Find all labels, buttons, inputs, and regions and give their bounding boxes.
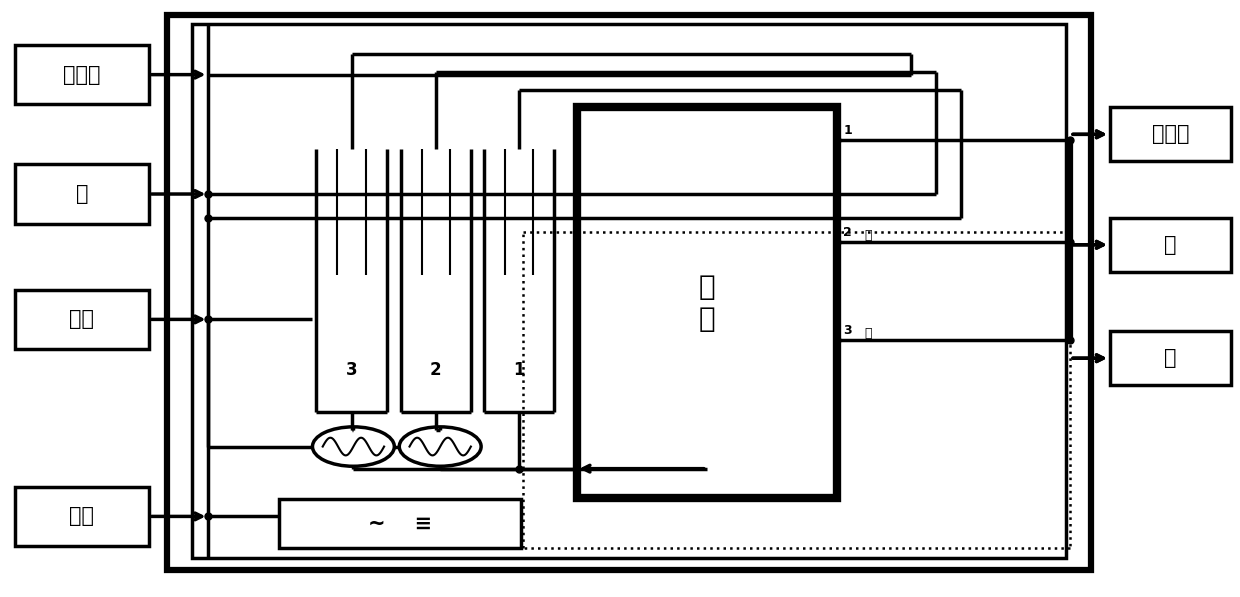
Bar xyxy=(192,24,1066,558)
Bar xyxy=(15,487,149,546)
Text: 酸: 酸 xyxy=(1164,235,1177,255)
Text: 水: 水 xyxy=(76,184,88,204)
Text: 3: 3 xyxy=(346,361,357,379)
Text: 2: 2 xyxy=(430,361,441,379)
Bar xyxy=(577,107,837,498)
Bar xyxy=(1110,331,1231,385)
Bar xyxy=(1110,218,1231,272)
Bar xyxy=(167,15,1091,570)
Text: ~    ≡: ~ ≡ xyxy=(368,513,432,534)
Bar xyxy=(15,164,149,224)
Text: 碱: 碱 xyxy=(864,327,872,340)
Text: 2: 2 xyxy=(843,226,852,239)
Text: 酸: 酸 xyxy=(864,229,872,242)
Text: 1: 1 xyxy=(843,124,852,137)
Bar xyxy=(15,45,149,104)
Text: 膜
堆: 膜 堆 xyxy=(698,273,715,333)
Text: 碱: 碱 xyxy=(1164,348,1177,368)
Text: 盐溶液: 盐溶液 xyxy=(63,64,100,85)
Text: 3: 3 xyxy=(843,324,852,337)
Text: 淡化水: 淡化水 xyxy=(1152,124,1189,144)
Bar xyxy=(15,290,149,349)
Text: 电力: 电力 xyxy=(69,506,94,527)
Bar xyxy=(1110,107,1231,161)
Bar xyxy=(279,499,521,548)
Text: 1: 1 xyxy=(513,361,525,379)
Text: 冷却: 冷却 xyxy=(69,309,94,330)
